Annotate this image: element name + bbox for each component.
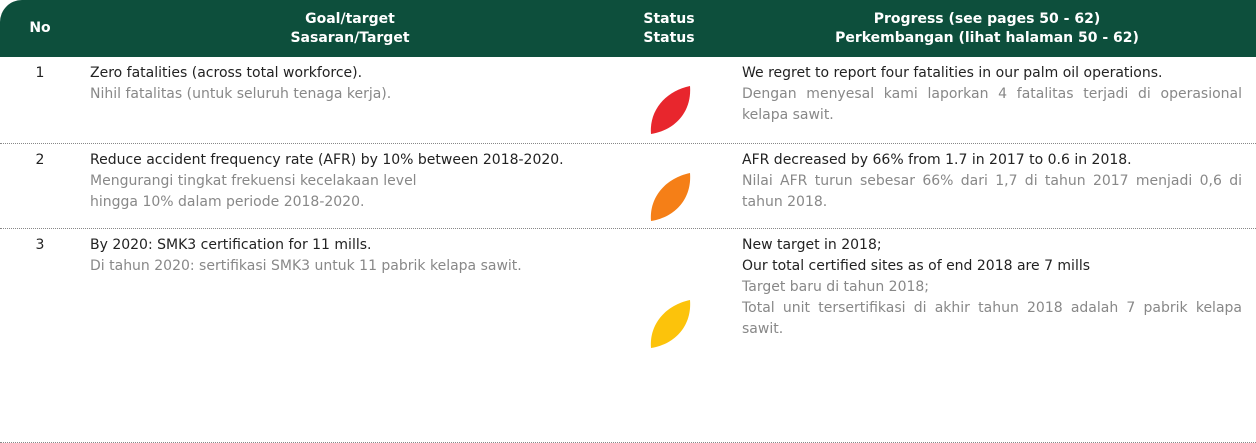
header-cell: Goal/target Sasaran/Target [80, 0, 620, 57]
header-text: Progress (see pages 50 - 62) [873, 10, 1101, 27]
status-leaf [650, 300, 691, 348]
header-text: Sasaran/Target [290, 29, 410, 46]
header-text: Status [643, 10, 695, 27]
status-icon [650, 86, 691, 134]
progress-id: Target baru di tahun 2018; [742, 279, 930, 295]
row-number: 1 [35, 65, 45, 81]
goal-id: Nihil fatalitas (untuk seluruh tenaga ke… [90, 86, 392, 102]
progress-cell: AFR decreased by 66% from 1.7 in 2017 to… [742, 150, 1242, 213]
goal-id: hingga 10% dalam periode 2018-2020. [90, 194, 365, 210]
row-number: 2 [35, 152, 45, 168]
progress-en: New target in 2018; [742, 237, 882, 253]
progress-cell: New target in 2018; Our total certified s… [742, 235, 1242, 340]
header-cell: No [0, 0, 80, 57]
progress-id: Total unit tersertifikasi di akhir tahun… [742, 300, 1242, 337]
progress-cell: We regret to report four fatalities in o… [742, 63, 1242, 126]
progress-en: Our total certified sites as of end 2018… [742, 258, 1091, 274]
progress-id: Dengan menyesal kami laporkan 4 fatalita… [742, 86, 1242, 123]
status-leaf [650, 86, 691, 134]
header-text: Goal/target [305, 10, 395, 27]
goal-cell: Reduce accident frequency rate (AFR) by … [90, 150, 610, 213]
table-row: 1 Zero fatalities (across total workforce… [0, 57, 1256, 144]
goal-id: Mengurangi tingkat frekuensi kecelakaan … [90, 173, 417, 189]
table-row: 3 By 2020: SMK3 certification for 11 mill… [0, 229, 1256, 443]
progress-id: Nilai AFR turun sebesar 66% dari 1,7 di … [742, 173, 1242, 210]
goal-cell: Zero fatalities (across total workforce)… [90, 63, 610, 105]
table-header: No Goal/target Sasaran/Target Status Status P… [0, 0, 1256, 57]
header-text: Status [643, 29, 695, 46]
status-icon [650, 300, 691, 348]
goal-en: By 2020: SMK3 certification for 11 mills… [90, 237, 372, 253]
goal-cell: By 2020: SMK3 certification for 11 mills… [90, 235, 610, 277]
header-text: No [29, 20, 51, 36]
header-cell: Status Status [620, 0, 718, 57]
header-text: Perkembangan (lihat halaman 50 - 62) [835, 29, 1139, 46]
goal-en: Zero fatalities (across total workforce)… [90, 65, 363, 81]
progress-en: AFR decreased by 66% from 1.7 in 2017 to… [742, 152, 1132, 168]
status-icon [650, 173, 691, 221]
table-row: 2 Reduce accident frequency rate (AFR) by… [0, 144, 1256, 229]
goal-en: Reduce accident frequency rate (AFR) by … [90, 152, 564, 168]
goal-id: Di tahun 2020: sertifikasi SMK3 untuk 11… [90, 258, 522, 274]
header-cell: Progress (see pages 50 - 62) Perkembangan… [718, 0, 1256, 57]
status-leaf [650, 173, 691, 221]
progress-en: We regret to report four fatalities in o… [742, 65, 1163, 81]
row-number: 3 [35, 237, 45, 253]
